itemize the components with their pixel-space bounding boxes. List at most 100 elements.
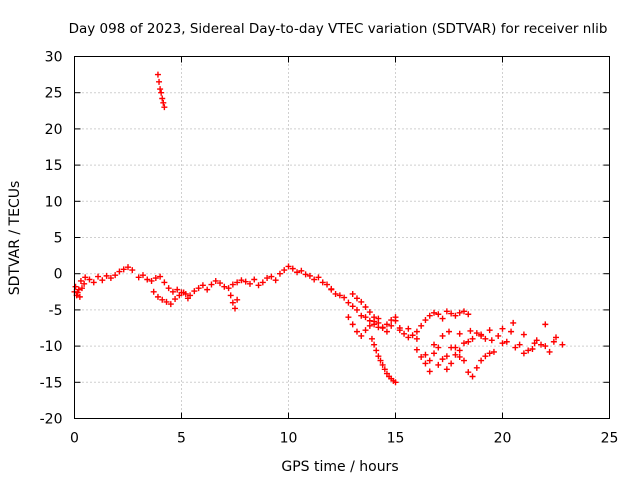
data-point — [482, 353, 489, 360]
data-point — [520, 331, 527, 338]
data-point — [76, 293, 83, 300]
data-point — [204, 286, 211, 293]
data-point — [264, 275, 271, 282]
data-point — [413, 328, 420, 335]
data-point — [157, 273, 164, 280]
data-point — [78, 285, 85, 292]
series-morning — [135, 272, 228, 299]
data-point — [161, 279, 168, 286]
data-point — [285, 263, 292, 270]
data-point — [298, 267, 305, 274]
data-point — [353, 306, 360, 313]
data-point — [95, 273, 102, 280]
data-point — [392, 314, 399, 321]
data-point — [467, 327, 474, 334]
data-point — [512, 344, 519, 351]
data-point — [413, 335, 420, 342]
data-point — [302, 271, 309, 278]
data-point — [510, 319, 517, 326]
data-point — [525, 347, 532, 354]
y-tick-label: -10 — [40, 339, 63, 355]
data-point — [154, 293, 161, 300]
data-point — [375, 324, 382, 331]
data-point — [542, 343, 549, 350]
data-point — [345, 314, 352, 321]
data-point — [120, 266, 127, 273]
series-evening-a — [396, 325, 566, 360]
data-point — [490, 348, 497, 355]
data-point — [456, 330, 463, 337]
data-point — [82, 274, 89, 281]
x-tick-label: 0 — [70, 431, 79, 447]
data-point — [418, 322, 425, 329]
data-point — [81, 280, 88, 287]
data-point — [135, 274, 142, 281]
data-point — [172, 296, 179, 303]
data-point — [446, 328, 452, 335]
data-point — [156, 78, 163, 85]
data-point — [362, 327, 369, 334]
data-point — [550, 338, 557, 345]
data-point — [452, 344, 459, 351]
data-point — [242, 278, 249, 285]
data-point — [553, 334, 559, 341]
data-point — [341, 294, 348, 301]
data-point — [431, 350, 438, 357]
data-point — [465, 338, 472, 345]
data-point — [538, 341, 545, 348]
data-point — [75, 286, 82, 293]
data-point — [478, 357, 485, 364]
data-point — [520, 350, 527, 357]
data-point — [238, 277, 245, 284]
data-point — [184, 295, 191, 302]
data-point — [349, 321, 356, 328]
x-tick-label: 25 — [601, 431, 619, 447]
data-point — [422, 351, 429, 358]
data-point — [448, 310, 455, 317]
data-points — [71, 71, 566, 386]
data-point — [465, 311, 472, 318]
data-point — [154, 71, 161, 78]
y-tick-label: 5 — [54, 231, 63, 247]
data-point — [452, 351, 459, 358]
data-point — [319, 279, 326, 286]
data-point — [469, 335, 476, 342]
data-point — [469, 373, 476, 380]
data-point — [460, 340, 467, 347]
data-point — [324, 281, 331, 288]
data-point — [112, 272, 119, 279]
data-point — [465, 369, 472, 376]
data-point — [199, 282, 206, 289]
series-evening-b — [413, 308, 472, 335]
data-point — [195, 285, 202, 292]
data-point — [529, 345, 536, 352]
data-point — [150, 288, 157, 295]
data-point — [246, 280, 253, 287]
data-point — [229, 299, 236, 306]
data-point — [431, 341, 438, 348]
data-point — [345, 299, 352, 306]
data-point — [358, 332, 365, 339]
series-evening-c — [418, 344, 493, 380]
data-point — [373, 347, 380, 354]
data-point — [163, 298, 170, 305]
data-point — [456, 347, 463, 354]
series-early-dip — [72, 280, 88, 300]
data-point — [401, 330, 408, 337]
data-point — [460, 308, 467, 315]
y-tick-label: 20 — [45, 122, 63, 138]
data-point — [276, 270, 283, 277]
data-point — [495, 332, 502, 339]
data-point — [456, 309, 463, 316]
data-point — [531, 340, 538, 347]
y-tick-label: -5 — [49, 303, 63, 319]
data-point — [422, 360, 429, 367]
series-spike — [154, 71, 168, 111]
x-tick-label: 20 — [494, 431, 512, 447]
data-point — [371, 318, 378, 325]
data-point — [392, 379, 399, 386]
data-point — [426, 368, 433, 375]
data-point — [456, 353, 463, 360]
data-point — [174, 286, 181, 293]
